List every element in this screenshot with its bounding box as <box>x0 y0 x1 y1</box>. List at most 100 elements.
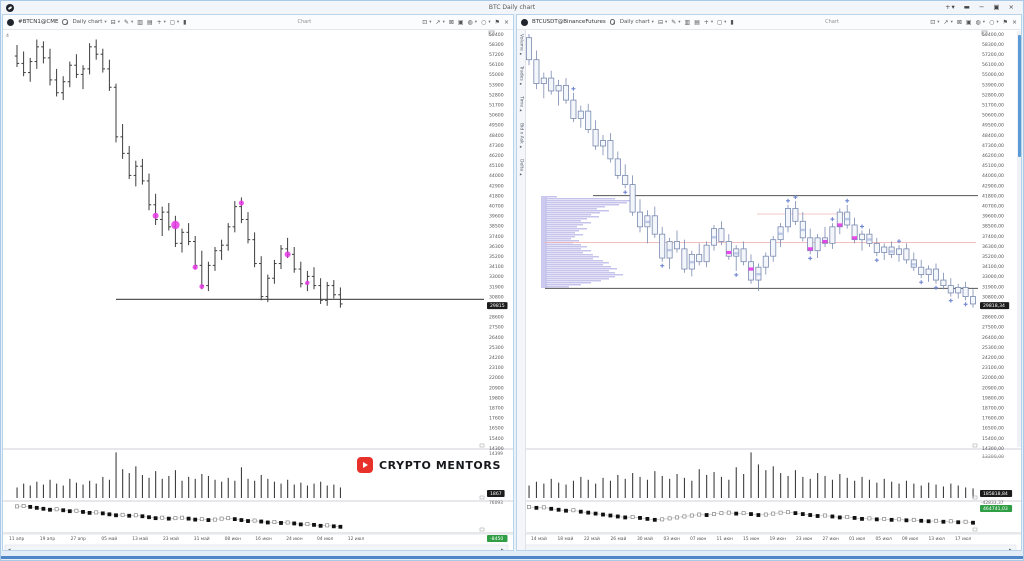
scroll-right-icon[interactable]: ▸ <box>501 547 504 550</box>
close-icon[interactable]: × <box>1011 18 1017 26</box>
pane-collapse-icon[interactable] <box>479 443 485 448</box>
svg-text:52800: 52800 <box>489 92 504 98</box>
flag-icon[interactable]: ⚑ <box>494 18 500 26</box>
sidebar-item-trades[interactable]: Trades ▸ <box>518 66 524 88</box>
pane-collapse-icon[interactable] <box>972 443 978 448</box>
delta-indicator <box>15 504 343 529</box>
svg-text:17600: 17600 <box>489 416 504 422</box>
svg-text:23 июн: 23 июн <box>796 536 813 542</box>
price-axis[interactable]: 59400,00 58300,00 57200,00 56100,00 55000,00… <box>982 32 1004 460</box>
display-mode-icon[interactable]: ⊟ ▾ <box>657 18 668 26</box>
time-axis[interactable]: 11 апр 19 апр 27 апр 05 май 13 май 23 май 31 м… <box>9 535 364 542</box>
close-button[interactable]: × <box>1008 3 1014 11</box>
svg-text:16 июн: 16 июн <box>255 536 272 542</box>
caret-down-icon: ▾ <box>131 19 134 25</box>
sync-icon[interactable]: ○ ▾ <box>481 18 491 26</box>
timeframe-select[interactable]: Daily chart ▾ <box>72 19 107 25</box>
maximize-button[interactable]: ▣ <box>993 3 1000 11</box>
screenshot-icon[interactable]: ⊠ <box>956 18 962 26</box>
lock-icon[interactable]: ◍ ▾ <box>975 18 986 26</box>
svg-text:27 июн: 27 июн <box>823 536 840 542</box>
horizontal-scrollbar[interactable]: ◂ ▸ <box>518 544 1017 550</box>
scroll-left-icon[interactable]: ◂ <box>8 547 11 550</box>
scroll-right-icon[interactable]: ▸ <box>1009 547 1012 550</box>
svg-text:37400: 37400 <box>489 234 504 240</box>
draw-icon[interactable]: ✎ ▾ <box>123 18 134 26</box>
svg-text:51700: 51700 <box>489 103 504 109</box>
svg-text:22000: 22000 <box>489 375 504 381</box>
theme-icon[interactable]: ▮ <box>183 18 187 26</box>
svg-text:464741,03: 464741,03 <box>983 506 1008 512</box>
svg-text:44000,00: 44000,00 <box>982 173 1004 179</box>
close-icon[interactable]: × <box>503 18 509 26</box>
display-mode-icon[interactable]: ⊟ ▾ <box>110 18 120 26</box>
draw-icon[interactable]: ✎ ▾ <box>671 18 681 26</box>
price-axis[interactable]: 59400 58300 57200 56100 55000 53900 52800 51700… <box>489 32 504 452</box>
layout-icon[interactable]: ◻ ▾ <box>169 18 180 26</box>
svg-text:49500: 49500 <box>489 123 504 129</box>
svg-text:20900,00: 20900,00 <box>982 385 1004 391</box>
fit-icon[interactable]: ⊡ ▾ <box>930 18 940 26</box>
pane-collapse-icon[interactable] <box>479 495 485 500</box>
vertical-scrollbar-thumb[interactable] <box>1017 35 1021 157</box>
instrument-label[interactable]: BTCUSDT@BinanceFutures <box>532 19 606 25</box>
pin-button[interactable]: ▬ <box>963 3 970 11</box>
vertical-scrollbar[interactable] <box>1017 31 1021 447</box>
pane-collapse-icon[interactable] <box>479 527 485 532</box>
minimize-button[interactable]: − <box>978 3 985 11</box>
add-icon[interactable]: + ▾ <box>703 18 714 26</box>
copy-icon[interactable]: ▣ <box>965 18 972 26</box>
indicator-icon[interactable]: ▥ <box>137 18 143 26</box>
axis-settings-icon[interactable] <box>981 30 988 36</box>
flag-icon[interactable]: ⚑ <box>1002 18 1008 26</box>
window-bottom-accent <box>1 556 1023 559</box>
svg-text:-8450: -8450 <box>490 536 503 542</box>
svg-text:55000,00: 55000,00 <box>982 72 1004 78</box>
timeframe-select[interactable]: Daily chart ▾ <box>619 19 654 25</box>
svg-text:23100,00: 23100,00 <box>982 365 1004 371</box>
clipboard-icon[interactable]: ▤ <box>146 18 153 26</box>
add-icon[interactable]: + ▾ <box>156 18 166 26</box>
pointer-mode-button[interactable]: +▾ <box>945 3 955 11</box>
sidebar-item-volume[interactable]: Volume ▸ <box>518 34 524 58</box>
search-icon[interactable] <box>609 19 616 25</box>
screenshot-icon[interactable]: ⊠ <box>448 18 454 26</box>
svg-text:15 июн: 15 июн <box>743 536 760 542</box>
svg-text:46200,00: 46200,00 <box>982 153 1004 159</box>
svg-text:33000: 33000 <box>489 274 504 280</box>
horizontal-scrollbar[interactable]: ◂ ▸ <box>4 544 509 550</box>
indicator-icon[interactable]: ▥ <box>684 18 691 26</box>
chart-surface-left[interactable]: 59400 58300 57200 56100 55000 53900 52800 51700… <box>3 30 513 550</box>
theme-icon[interactable]: ▮ <box>730 18 734 26</box>
sync-icon[interactable]: ○ ▾ <box>989 18 999 26</box>
collapsed-data-sidebar[interactable]: Volume ▸ Trades ▸ Time ▸ Bid x Ask ▸ Delta ▸ <box>517 30 526 550</box>
svg-text:25300,00: 25300,00 <box>982 345 1004 351</box>
caret-down-icon: ▾ <box>664 19 668 25</box>
scale-hint-label: 4 <box>6 33 9 39</box>
volume-histogram <box>16 452 341 498</box>
chart-surface-right[interactable]: Volume ▸ Trades ▸ Time ▸ Bid x Ask ▸ Delta ▸… <box>517 30 1021 550</box>
instrument-label[interactable]: #BTCN1@CME <box>18 19 59 25</box>
candles <box>525 34 976 308</box>
sidebar-item-time[interactable]: Time ▸ <box>518 96 524 114</box>
fit-icon[interactable]: ⊡ ▾ <box>422 18 432 26</box>
search-icon[interactable] <box>62 19 68 25</box>
svg-text:13 июл: 13 июл <box>929 536 946 542</box>
sidebar-item-delta[interactable]: Delta ▸ <box>518 158 524 178</box>
cursor-icon[interactable]: ↗ ▾ <box>435 18 445 26</box>
clipboard-icon[interactable]: ▤ <box>694 18 700 26</box>
lock-icon[interactable]: ◍ ▾ <box>467 18 478 26</box>
svg-text:40700,00: 40700,00 <box>982 204 1004 210</box>
cursor-icon[interactable]: ↗ ▾ <box>943 18 953 26</box>
caret-down-icon: ▾ <box>937 19 940 25</box>
svg-text:41800,00: 41800,00 <box>982 193 1004 199</box>
layout-icon[interactable]: ◻ ▾ <box>717 18 727 26</box>
time-axis[interactable]: 14 май 18 май 22 май 26 май 30 май 03 июн 07 и… <box>531 535 972 542</box>
delta-value-badge <box>980 505 1013 512</box>
pane-collapse-icon[interactable] <box>972 495 978 500</box>
pane-collapse-icon[interactable] <box>972 527 978 532</box>
copy-icon[interactable]: ▣ <box>457 18 464 26</box>
svg-text:19 апр: 19 апр <box>40 536 56 542</box>
axis-settings-icon[interactable] <box>488 30 495 36</box>
sidebar-item-bid-x-ask[interactable]: Bid x Ask ▸ <box>518 122 524 150</box>
